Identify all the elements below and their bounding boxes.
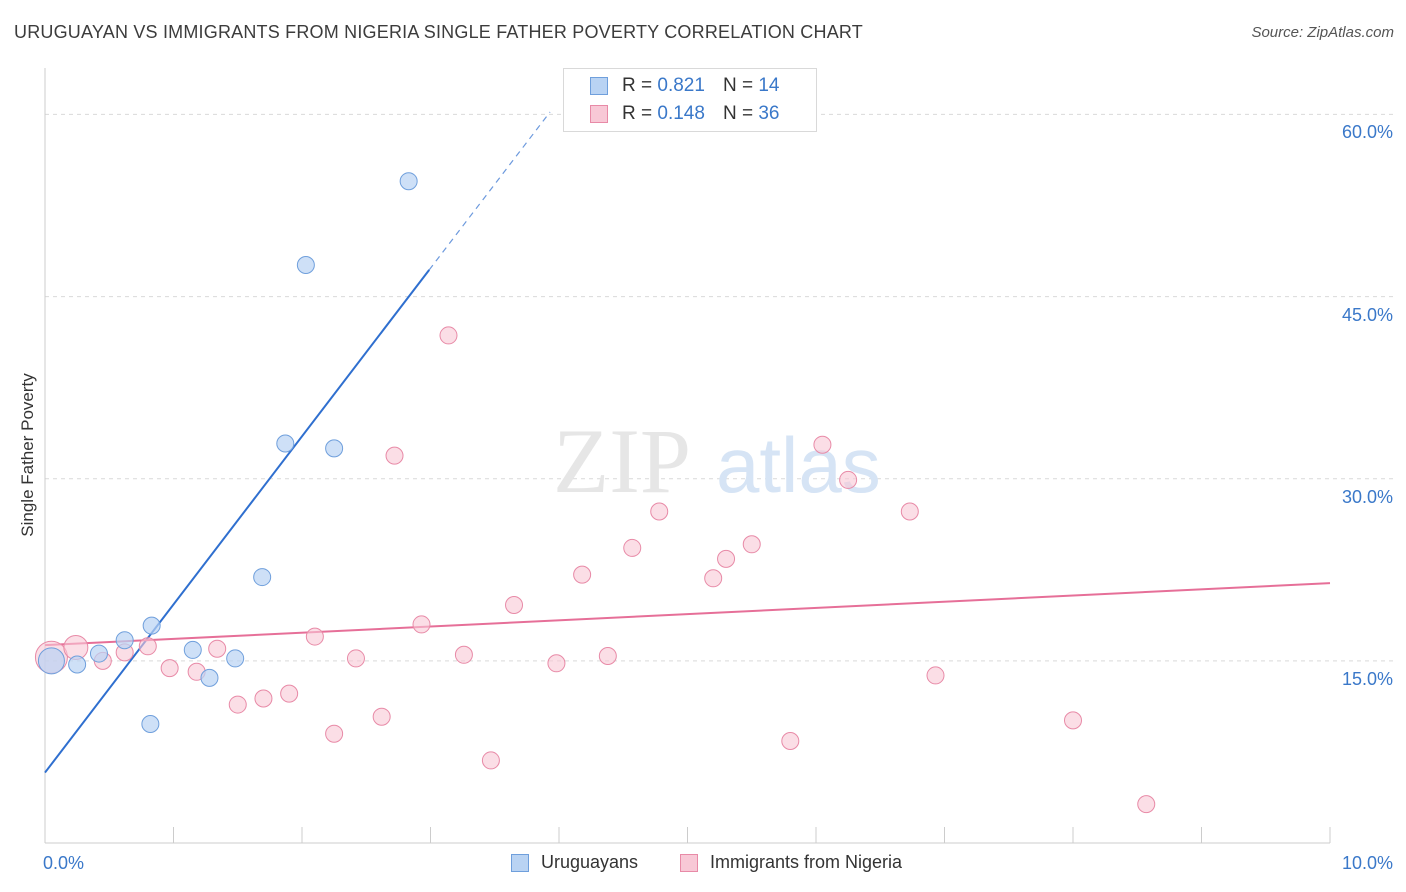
trend-lines [44,111,1331,774]
nigeria-point [372,707,391,726]
nigeria-point [305,627,324,646]
uruguayans-point [296,256,315,274]
nigeria-point [346,649,365,668]
nigeria-point [742,535,761,554]
uruguayans-point [325,439,344,458]
watermark: ZIP atlas [553,410,881,512]
pink-swatch-icon [680,853,698,872]
series-legend: Uruguayans Immigrants from Nigeria [0,852,1406,878]
y-axis-label: Single Father Poverty [18,373,37,537]
watermark-zip: ZIP [553,410,691,512]
nigeria-point [505,596,524,614]
nigeria-point [228,695,247,714]
legend-row-uruguayans: R = 0.821 N = 14 [590,75,779,97]
data-points [34,172,1156,814]
legend-row-nigeria: R = 0.148 N = 36 [590,103,779,125]
source-label: Source: ZipAtlas.com [1251,24,1394,41]
uruguayans-point [141,715,160,733]
nigeria-point [573,565,592,584]
blue-swatch-icon [511,853,529,872]
nigeria-point [1064,711,1082,730]
blue-swatch-icon [590,77,608,95]
y-tick-label: 60.0% [1341,122,1393,143]
uruguayans-point [200,668,219,687]
y-tick-label: 30.0% [1341,486,1393,507]
chart-title: URUGUAYAN VS IMMIGRANTS FROM NIGERIA SIN… [14,22,863,42]
n-label: N = [722,103,754,124]
nigeria-point [926,666,945,685]
uruguayans-point [68,655,87,674]
legend-item-uruguayans[interactable]: Uruguayans [511,852,638,873]
uruguayans-point [37,647,65,675]
axes [44,68,1331,844]
nigeria-point [900,502,919,521]
y-tick-label: 15.0% [1341,668,1393,689]
nigeria-point [160,659,179,678]
correlation-legend: R = 0.821 N = 14 R = 0.148 N = 36 [563,68,817,132]
uruguayans-point [183,640,202,659]
x-tick-label: 10.0% [1341,853,1393,873]
nigeria-point [839,470,858,489]
n-value: 14 [758,75,780,96]
nigeria-point [650,502,669,521]
uruguayans-trend-line [44,269,431,774]
nigeria-point [208,639,227,658]
nigeria-point [454,645,473,664]
nigeria-point [325,724,344,743]
nigeria-trend-line [44,582,1331,647]
nigeria-point [704,569,723,588]
nigeria-point [138,637,157,656]
nigeria-point [439,326,458,345]
watermark-atlas: atlas [716,421,881,509]
uruguayans-point [226,649,245,668]
nigeria-point [385,446,404,465]
pink-swatch-icon [590,105,608,123]
r-label: R = [622,75,653,96]
nigeria-point [254,689,273,708]
n-value: 36 [758,103,780,124]
uruguayans-point [399,172,418,191]
nigeria-point [547,654,566,673]
nigeria-point [412,615,431,634]
uruguayans-point [89,644,108,663]
legend-label: Immigrants from Nigeria [710,852,903,872]
nigeria-point [280,684,299,703]
nigeria-point [781,732,800,750]
y-tick-label: 45.0% [1341,304,1393,325]
uruguayans-point [276,434,295,453]
nigeria-point [813,435,832,454]
n-label: N = [722,75,754,96]
r-value: 0.148 [657,103,705,124]
nigeria-point [623,538,642,557]
uruguayans-point [253,568,272,587]
uruguayans-point [115,631,134,650]
nigeria-point [598,647,617,665]
nigeria-point [717,549,736,568]
uruguayans-point [142,616,161,635]
uruguayans-trend-extension [428,111,551,271]
legend-item-nigeria[interactable]: Immigrants from Nigeria [680,852,902,873]
nigeria-point [1137,795,1156,814]
r-value: 0.821 [657,75,705,96]
r-label: R = [622,103,653,124]
x-tick-label: 0.0% [43,853,85,873]
nigeria-point [481,751,500,770]
legend-label: Uruguayans [541,852,639,872]
